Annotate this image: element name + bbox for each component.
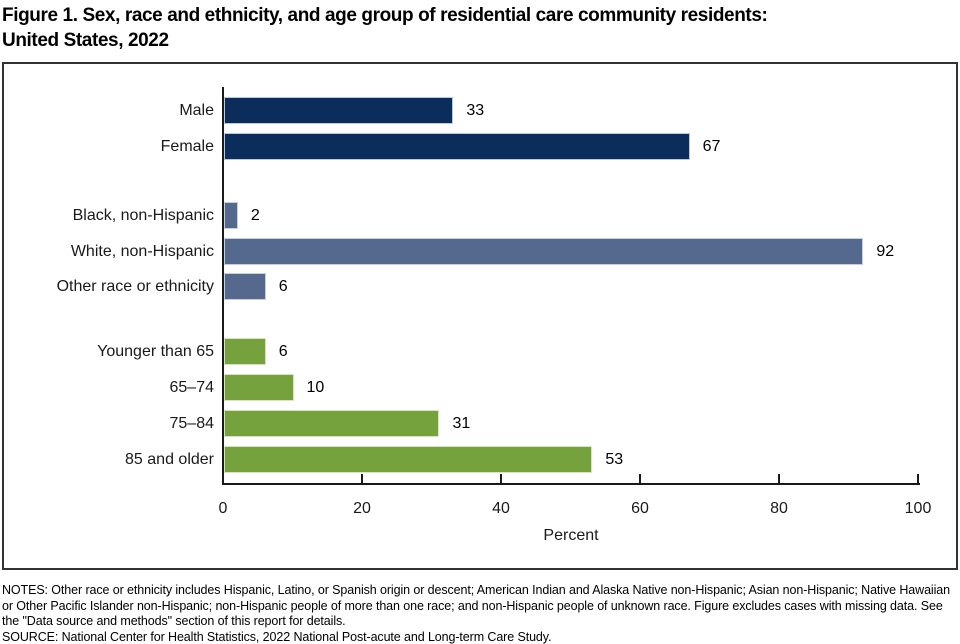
x-axis-title: Percent xyxy=(543,527,599,544)
bar-75-84 xyxy=(224,410,440,437)
category-label-85-and-older: 85 and older xyxy=(125,451,214,468)
footnotes: NOTES: Other race or ethnicity includes … xyxy=(2,583,956,644)
category-label-younger-than-65: Younger than 65 xyxy=(97,343,214,360)
figure-title-line1: Figure 1. Sex, race and ethnicity, and a… xyxy=(2,5,768,26)
bar-younger-than-65 xyxy=(224,338,266,365)
category-label-black-non-hispanic: Black, non-Hispanic xyxy=(72,207,214,224)
notes-text: NOTES: Other race or ethnicity includes … xyxy=(2,583,950,628)
x-tick-40 xyxy=(500,474,502,483)
category-label-65-74: 65–74 xyxy=(169,379,215,396)
bar-male xyxy=(224,97,454,124)
figure-title: Figure 1. Sex, race and ethnicity, and a… xyxy=(2,3,958,53)
bar-white-non-hispanic xyxy=(224,238,864,265)
x-tick-80 xyxy=(778,474,780,483)
source-text: SOURCE: National Center for Health Stati… xyxy=(2,629,552,644)
category-label-female: Female xyxy=(160,138,214,155)
category-label-white-non-hispanic: White, non-Hispanic xyxy=(70,243,214,260)
value-label-white-non-hispanic: 92 xyxy=(876,243,895,260)
bar-chart-plot: Percent Male 33 Female 67 Black, non-Hispani… xyxy=(4,64,956,568)
value-label-male: 33 xyxy=(466,102,485,119)
x-tick-label-80: 80 xyxy=(770,500,788,517)
x-tick-label-40: 40 xyxy=(492,500,510,517)
x-axis-line xyxy=(222,483,920,485)
value-label-black-non-hispanic: 2 xyxy=(250,207,260,224)
category-label-75-84: 75–84 xyxy=(169,415,215,432)
bar-65-74 xyxy=(224,374,294,401)
value-label-65-74: 10 xyxy=(306,379,325,396)
bar-black-non-hispanic xyxy=(224,202,238,229)
x-tick-label-0: 0 xyxy=(218,500,228,517)
bar-other-race-or-ethnicity xyxy=(224,273,266,300)
x-tick-20 xyxy=(361,474,363,483)
x-tick-100 xyxy=(917,474,919,483)
chart-frame: Percent Male 33 Female 67 Black, non-Hispani… xyxy=(2,62,958,570)
x-tick-label-60: 60 xyxy=(631,500,649,517)
value-label-75-84: 31 xyxy=(452,415,471,432)
x-tick-60 xyxy=(639,474,641,483)
value-label-female: 67 xyxy=(702,138,721,155)
x-tick-label-20: 20 xyxy=(353,500,371,517)
y-axis-line xyxy=(222,87,224,485)
bar-85-and-older xyxy=(224,446,593,473)
category-label-male: Male xyxy=(179,102,214,119)
category-label-other-race-or-ethnicity: Other race or ethnicity xyxy=(56,278,214,295)
x-tick-label-100: 100 xyxy=(904,500,932,517)
value-label-85-and-older: 53 xyxy=(605,451,624,468)
figure-title-line2: United States, 2022 xyxy=(2,30,169,51)
value-label-other-race-or-ethnicity: 6 xyxy=(278,278,288,295)
bar-female xyxy=(224,133,690,160)
value-label-younger-than-65: 6 xyxy=(278,343,288,360)
